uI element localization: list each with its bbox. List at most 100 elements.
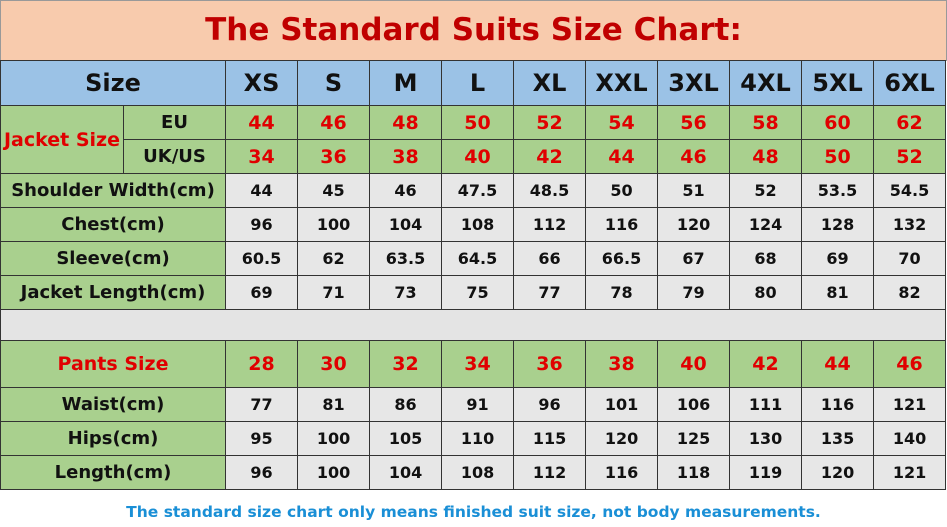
header-row: Size XS S M L XL XXL 3XL 4XL 5XL 6XL <box>0 60 947 106</box>
spacer-row <box>0 309 947 341</box>
us-label: UK/US <box>122 139 227 174</box>
measurement-cell: 77 <box>225 387 299 422</box>
measurement-cell: 116 <box>585 455 659 490</box>
jacket-us-row: UK/US 34 36 38 40 42 44 46 48 50 52 <box>1 139 947 174</box>
measurement-cell: 120 <box>657 207 731 242</box>
measurement-cell: 140 <box>873 421 947 456</box>
pants-size-cell: 32 <box>369 340 443 388</box>
size-column-header: L <box>441 60 515 106</box>
measurement-cell: 63.5 <box>369 241 443 276</box>
measurement-cell: 62 <box>297 241 371 276</box>
measurement-cell: 121 <box>873 387 947 422</box>
us-size-cell: 50 <box>801 139 875 174</box>
jacket-measurement-row: Shoulder Width(cm) 44 45 46 47.5 48.5 50 51 52 53… <box>0 173 947 208</box>
measurement-cell: 118 <box>657 455 731 490</box>
measurement-label: Sleeve(cm) <box>0 241 227 276</box>
chart-title: The Standard Suits Size Chart: <box>0 0 947 61</box>
size-column-header: 6XL <box>873 60 947 106</box>
measurement-cell: 116 <box>801 387 875 422</box>
us-size-cell: 36 <box>297 139 371 174</box>
measurement-cell: 115 <box>513 421 587 456</box>
pants-size-cell: 40 <box>657 340 731 388</box>
measurement-cell: 100 <box>297 455 371 490</box>
pants-size-label: Pants Size <box>0 340 227 388</box>
measurement-cell: 81 <box>297 387 371 422</box>
measurement-label: Waist(cm) <box>0 387 227 422</box>
measurement-cell: 110 <box>441 421 515 456</box>
us-size-cell: 44 <box>585 139 659 174</box>
measurement-cell: 81 <box>801 275 875 310</box>
eu-size-cell: 62 <box>873 105 947 140</box>
measurement-cell: 120 <box>585 421 659 456</box>
measurement-cell: 69 <box>801 241 875 276</box>
measurement-cell: 70 <box>873 241 947 276</box>
measurement-cell: 125 <box>657 421 731 456</box>
measurement-cell: 50 <box>585 173 659 208</box>
us-size-cell: 34 <box>225 139 299 174</box>
measurement-cell: 53.5 <box>801 173 875 208</box>
measurement-cell: 71 <box>297 275 371 310</box>
size-table: Size XS S M L XL XXL 3XL 4XL 5XL 6XL Jacket Size EU 4… <box>0 60 947 490</box>
pants-size-cell: 30 <box>297 340 371 388</box>
measurement-cell: 106 <box>657 387 731 422</box>
jacket-size-label: Jacket Size <box>0 105 124 174</box>
measurement-cell: 108 <box>441 207 515 242</box>
measurement-cell: 104 <box>369 207 443 242</box>
pants-measurement-row: Waist(cm) 77 81 86 91 96 101 106 111 116 121 <box>0 387 947 422</box>
measurement-cell: 119 <box>729 455 803 490</box>
measurement-cell: 104 <box>369 455 443 490</box>
measurement-cell: 78 <box>585 275 659 310</box>
measurement-cell: 68 <box>729 241 803 276</box>
pants-size-cell: 38 <box>585 340 659 388</box>
measurement-cell: 124 <box>729 207 803 242</box>
us-size-cell: 38 <box>369 139 443 174</box>
size-column-header: XXL <box>585 60 659 106</box>
measurement-cell: 73 <box>369 275 443 310</box>
eu-size-cell: 54 <box>585 105 659 140</box>
pants-size-row: Pants Size 28 30 32 34 36 38 40 42 44 46 <box>0 340 947 388</box>
measurement-cell: 48.5 <box>513 173 587 208</box>
measurement-cell: 66 <box>513 241 587 276</box>
eu-size-cell: 60 <box>801 105 875 140</box>
measurement-label: Hips(cm) <box>0 421 227 456</box>
measurement-cell: 45 <box>297 173 371 208</box>
size-column-header: XS <box>225 60 299 106</box>
measurement-cell: 116 <box>585 207 659 242</box>
eu-size-cell: 44 <box>225 105 299 140</box>
measurement-cell: 51 <box>657 173 731 208</box>
measurement-cell: 112 <box>513 207 587 242</box>
footer-note: The standard size chart only means finis… <box>126 503 821 521</box>
jacket-eu-row: Jacket Size EU 44 46 48 50 52 54 56 58 60 62 <box>0 105 947 174</box>
eu-size-cell: 50 <box>441 105 515 140</box>
measurement-cell: 80 <box>729 275 803 310</box>
us-size-cell: 52 <box>873 139 947 174</box>
pants-size-cell: 46 <box>873 340 947 388</box>
eu-label: EU <box>122 105 227 140</box>
measurement-cell: 46 <box>369 173 443 208</box>
measurement-cell: 100 <box>297 207 371 242</box>
pants-size-cell: 28 <box>225 340 299 388</box>
measurement-cell: 66.5 <box>585 241 659 276</box>
jacket-measurement-row: Jacket Length(cm) 69 71 73 75 77 78 79 80 81 82 <box>0 275 947 310</box>
us-size-cell: 46 <box>657 139 731 174</box>
pants-size-cell: 34 <box>441 340 515 388</box>
measurement-cell: 96 <box>225 455 299 490</box>
measurement-cell: 64.5 <box>441 241 515 276</box>
size-column-header: XL <box>513 60 587 106</box>
measurement-cell: 67 <box>657 241 731 276</box>
eu-size-cell: 52 <box>513 105 587 140</box>
measurement-cell: 69 <box>225 275 299 310</box>
measurement-cell: 128 <box>801 207 875 242</box>
pants-size-cell: 42 <box>729 340 803 388</box>
size-column-header: S <box>297 60 371 106</box>
eu-size-cell: 58 <box>729 105 803 140</box>
measurement-cell: 95 <box>225 421 299 456</box>
measurement-cell: 86 <box>369 387 443 422</box>
pants-measurement-row: Hips(cm) 95 100 105 110 115 120 125 130 135 140 <box>0 421 947 456</box>
measurement-cell: 96 <box>225 207 299 242</box>
pants-size-cell: 44 <box>801 340 875 388</box>
measurement-cell: 60.5 <box>225 241 299 276</box>
measurement-cell: 91 <box>441 387 515 422</box>
pants-measurement-row: Length(cm) 96 100 104 108 112 116 118 119 120 121 <box>0 455 947 490</box>
measurement-cell: 77 <box>513 275 587 310</box>
